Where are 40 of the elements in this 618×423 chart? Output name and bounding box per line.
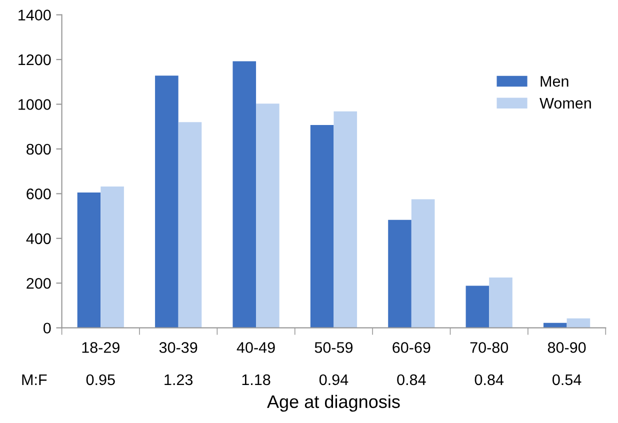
bar xyxy=(489,278,512,328)
text: 0.54 xyxy=(552,374,582,386)
x-tick-label: 18-29 xyxy=(82,342,120,353)
text: 0.84 xyxy=(474,374,504,386)
y-tick-label: 1000 xyxy=(18,99,51,110)
bar xyxy=(566,318,590,328)
y-tick-label: 600 xyxy=(26,188,51,200)
legend-label: Men xyxy=(540,76,568,87)
y-tick-label: 0 xyxy=(43,322,51,334)
x-axis-title: Age at diagnosis xyxy=(267,394,400,412)
text: 0.95 xyxy=(86,374,115,386)
bar xyxy=(155,76,178,328)
legend-label: Women xyxy=(540,98,591,109)
bar xyxy=(100,186,124,328)
text: M:F xyxy=(22,374,47,385)
bar xyxy=(232,61,256,328)
bar xyxy=(77,192,101,328)
x-tick-label: 60-69 xyxy=(392,342,430,353)
y-tick-label: 200 xyxy=(26,278,51,289)
text: 1.23 xyxy=(164,374,193,386)
y-tick-label: 1400 xyxy=(18,10,51,20)
x-tick-label: 70-80 xyxy=(470,342,508,353)
bar xyxy=(256,104,280,328)
bar xyxy=(543,322,567,328)
bar xyxy=(388,220,412,328)
y-tick-label: 800 xyxy=(26,144,51,155)
x-tick-label: 80-90 xyxy=(548,342,586,353)
bar xyxy=(178,122,202,328)
bar xyxy=(411,199,435,328)
x-tick-label: 30-39 xyxy=(159,342,198,353)
bar xyxy=(310,125,334,328)
x-tick-label: 40-49 xyxy=(236,342,275,353)
text: 0.84 xyxy=(397,374,426,386)
text: 1.18 xyxy=(242,374,270,386)
bar xyxy=(334,111,358,328)
y-tick-label: 400 xyxy=(26,233,51,244)
text: 0.94 xyxy=(319,374,348,386)
bar xyxy=(466,286,490,328)
x-tick-label: 50-59 xyxy=(314,342,353,353)
y-tick-label: 1200 xyxy=(18,54,51,66)
